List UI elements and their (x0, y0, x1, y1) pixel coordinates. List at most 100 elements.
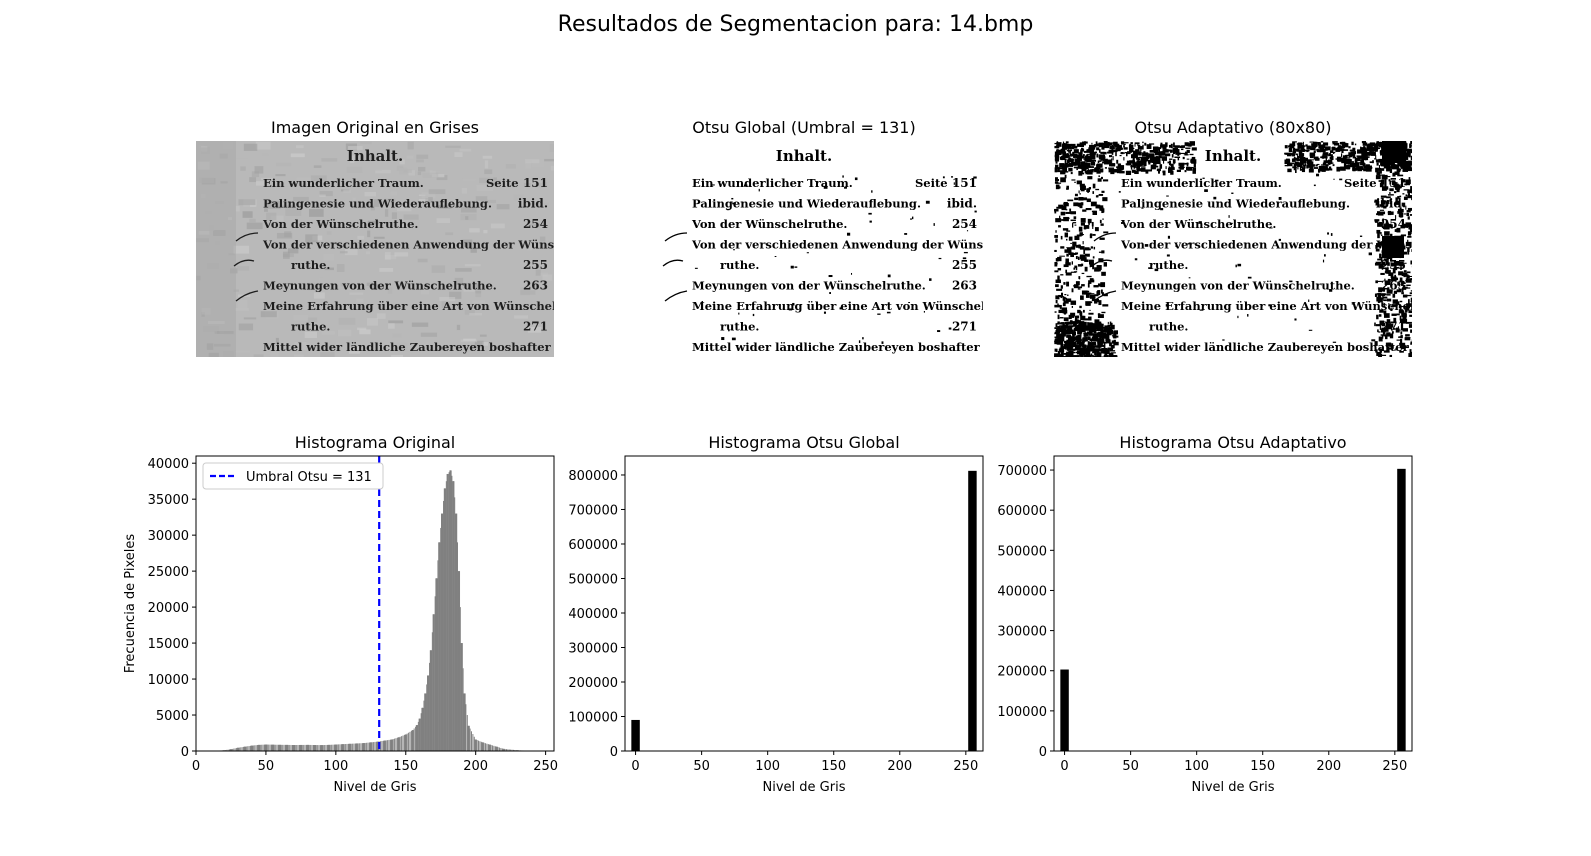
global-doc-line: Ein wunderlicher Traum. (692, 176, 853, 190)
global-doc-page: 254 (952, 217, 977, 231)
histogram-bar (476, 740, 478, 751)
histogram-bar (423, 700, 425, 751)
histogram-bar (282, 744, 284, 751)
otsu-global-image: Inhalt. Ein wunderlicher Traum. Seite 151 Pa… (625, 141, 983, 357)
histogram-bar (968, 470, 977, 751)
histogram-bar (430, 650, 432, 751)
histogram-bar (403, 735, 405, 751)
histogram-bar (271, 744, 273, 751)
histogram-bar (359, 743, 361, 751)
chart-title: Histograma Original (295, 433, 456, 452)
otsu-adaptive-image: Inhalt. Ein wunderlicher Traum. Seite 151 Pa… (1054, 141, 1412, 357)
histogram-bar (494, 746, 496, 751)
x-tick-label: 100 (323, 759, 348, 774)
histogram-bar (338, 744, 340, 751)
histogram-bar (440, 527, 442, 751)
histogram-bar (412, 730, 414, 751)
histogram-bar (317, 745, 319, 751)
histogram-bar (236, 748, 238, 751)
histogram-bar (255, 745, 257, 751)
histogram-bar (388, 739, 390, 751)
histogram-bar (437, 560, 439, 751)
y-tick-label: 800000 (568, 469, 618, 484)
original-doc-line: Von der verschiedenen Anwendung der Wüns… (262, 238, 554, 252)
histogram-bar (314, 745, 316, 751)
histogram-bar (487, 744, 489, 751)
histogram-bar (333, 744, 335, 751)
legend-label: Umbral Otsu = 131 (246, 470, 372, 485)
histogram-bar (410, 730, 412, 751)
y-tick-label: 20000 (148, 601, 189, 616)
histogram-bar (257, 745, 259, 751)
y-tick-label: 700000 (568, 503, 618, 518)
histogram-bar (311, 744, 313, 751)
x-tick-label: 150 (393, 759, 418, 774)
x-tick-label: 0 (631, 759, 639, 774)
histogram-bar (424, 693, 426, 751)
global-doc-line: Mittel wider ländliche Zaubereyen boshaf… (692, 340, 983, 354)
histogram-bar (1397, 468, 1406, 751)
y-tick-label: 600000 (997, 504, 1047, 519)
histogram-bar (293, 745, 295, 751)
original-doc-line: Meynungen von der Wünschelruthe. (263, 279, 497, 293)
histogram-bar (273, 744, 275, 751)
x-tick-label: 0 (1060, 759, 1068, 774)
adaptive-doc-page: 271 (1381, 320, 1406, 334)
histogram-bar (226, 749, 228, 751)
histogram-bar (491, 745, 493, 751)
y-tick-label: 300000 (568, 641, 618, 656)
histogram-bar (382, 740, 384, 751)
histogram-bar (349, 743, 351, 751)
original-doc-page: 255 (523, 258, 548, 272)
global-doc-line: Palingenesie und Wiederauflebung. (692, 197, 921, 211)
histogram-bar (310, 744, 312, 751)
histogram-bar (318, 745, 320, 751)
y-tick-label: 15000 (148, 637, 189, 652)
histogram-bar (342, 744, 344, 751)
histogram-bar (322, 745, 324, 751)
histogram-bar (415, 726, 417, 751)
histogram-bar (422, 707, 424, 751)
histogram-bar (399, 736, 401, 751)
histogram-bar (303, 744, 305, 751)
histogram-bar (287, 744, 289, 751)
histogram-bar (244, 746, 246, 751)
histogram-bar (329, 744, 331, 751)
histogram-bar (457, 542, 458, 751)
y-tick-label: 600000 (568, 538, 618, 553)
histogram-bar (473, 736, 475, 751)
image-title-otsu-adaptive: Otsu Adaptativo (80x80) (1134, 118, 1332, 137)
histogram-bar (275, 744, 277, 751)
adaptive-doc-line: Ein wunderlicher Traum. (1121, 176, 1282, 190)
histogram-bar (279, 744, 281, 751)
global-doc-extra: Seite (915, 176, 948, 190)
original-doc-line: Palingenesie und Wiederauflebung. (263, 197, 492, 211)
original-doc-page: 271 (523, 320, 548, 334)
histogram-bar (280, 744, 282, 751)
histogram-bar (413, 728, 415, 751)
histogram-bar (450, 470, 452, 751)
plot-frame (195, 455, 555, 752)
histogram-bar (283, 744, 285, 751)
adaptive-doc-page: 263 (1381, 279, 1406, 293)
histogram-bar (229, 749, 231, 751)
histogram-bar (380, 741, 382, 751)
histogram-bar (408, 732, 410, 751)
original-doc-page: ibid. (518, 197, 548, 211)
histogram-bar (328, 744, 330, 751)
histogram-bar (357, 743, 359, 751)
y-tick-label: 0 (181, 745, 189, 760)
histogram-bar (436, 578, 438, 751)
histogram-bar (392, 739, 394, 751)
original-doc-line: ruthe. (291, 258, 330, 272)
adaptive-doc-line: Meynungen von der Wünschelruthe. (1121, 279, 1355, 293)
histogram-bar (304, 744, 306, 751)
histogram-bar (451, 475, 453, 751)
histogram-bar (441, 513, 443, 751)
global-doc-line: ruthe. (720, 258, 759, 272)
original-doc-line: Mittel wider ländliche Zaubereyen boshaf… (263, 340, 554, 354)
histogram-bar (308, 744, 310, 751)
histogram-bar (296, 744, 298, 751)
histogram-bar (471, 731, 472, 751)
histogram-bar (405, 734, 407, 751)
